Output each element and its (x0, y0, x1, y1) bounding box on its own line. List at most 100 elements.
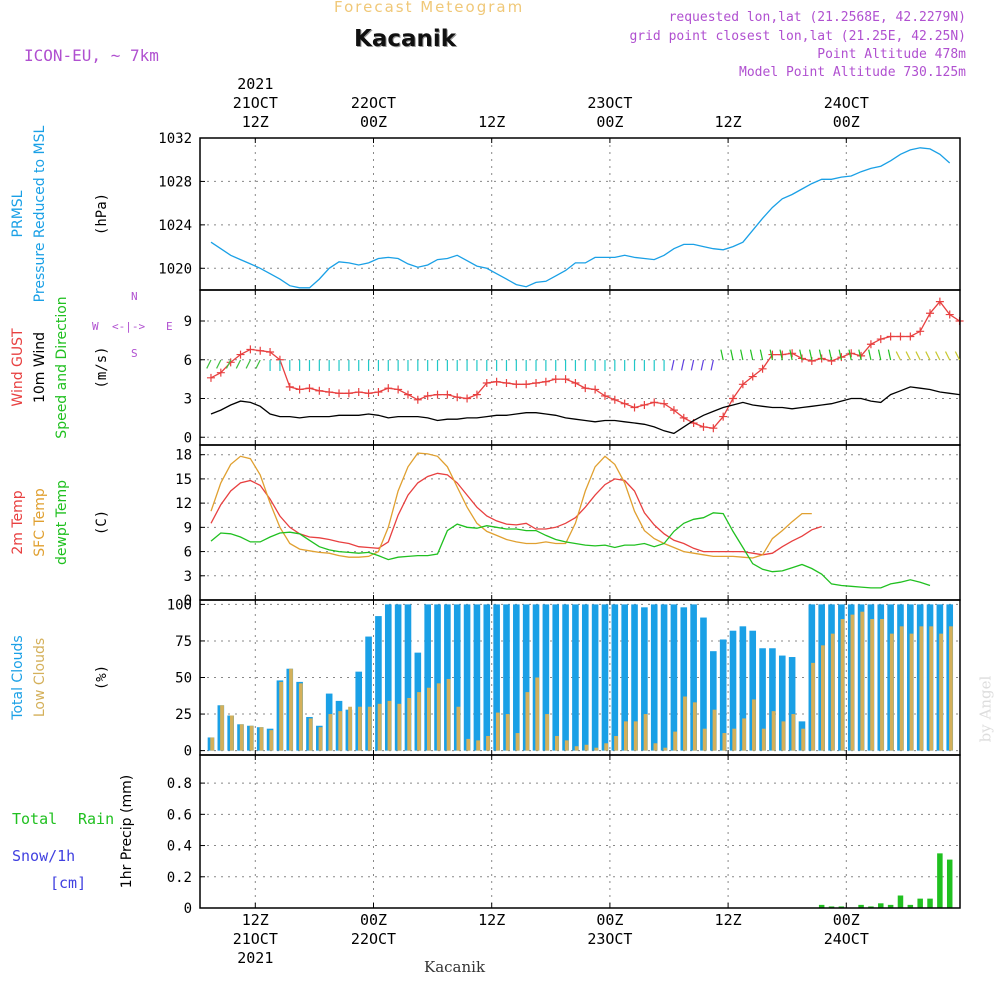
low-cloud-bar (939, 633, 943, 751)
y-tick-label: 12 (175, 496, 192, 512)
gust-marker (463, 394, 472, 403)
gust-marker (482, 379, 491, 387)
low-cloud-bar (505, 714, 510, 751)
panel-label: dewpt Temp (54, 480, 70, 565)
bottom-axis-label: 22OCT (351, 930, 396, 948)
model-altitude: Model Point Altitude 730.125m (739, 65, 966, 80)
low-cloud-bar (436, 683, 441, 751)
gust-marker (906, 332, 915, 341)
y-tick-label: 0 (184, 593, 192, 609)
total-cloud-bar (719, 639, 727, 751)
top-axis-label: 12Z (242, 113, 269, 131)
wind-dir-arrow (255, 359, 261, 369)
precip-bar (897, 895, 904, 908)
wind-dir-arrow (235, 359, 242, 369)
unit-label: (hPa) (94, 193, 110, 235)
wind-dir-arrow (808, 349, 813, 361)
low-cloud-bar (308, 718, 313, 751)
series-line-2-1 (210, 452, 812, 559)
total-cloud-bar (365, 636, 372, 751)
point-altitude: Point Altitude 478m (817, 47, 966, 62)
wind-dir-arrow (848, 349, 852, 361)
gust-marker (719, 412, 728, 421)
y-tick-label: 18 (175, 448, 192, 464)
total-cloud-bar (788, 657, 796, 751)
low-cloud-bar (880, 619, 884, 751)
low-cloud-bar (604, 743, 609, 751)
total-cloud-bar (542, 604, 550, 751)
total-cloud-bar (562, 604, 569, 751)
gust-marker (443, 390, 452, 399)
gust-marker (472, 390, 481, 399)
wind-dir-arrow (710, 359, 714, 371)
y-tick-label: 6 (184, 545, 192, 561)
grid-point-coords: grid point closest lon,lat (21.25E, 42.2… (629, 29, 966, 44)
low-cloud-bar (564, 740, 569, 751)
gust-marker (532, 379, 541, 387)
unit-label: 1hr Precip (mm) (119, 775, 135, 888)
gust-marker (926, 309, 935, 318)
gust-marker (679, 413, 688, 422)
panel-label: Wind GUST (10, 328, 26, 407)
low-cloud-bar (515, 733, 520, 751)
top-axis-label: 23OCT (587, 94, 632, 112)
low-cloud-bar (298, 683, 303, 751)
precip-bar (838, 906, 845, 908)
gust-marker (206, 373, 215, 382)
precip-bar (937, 853, 943, 908)
wind-dir-arrow (245, 359, 251, 369)
low-cloud-bar (397, 703, 402, 751)
gust-marker (886, 332, 895, 341)
y-tick-label: 0.6 (167, 807, 192, 823)
low-cloud-bar (259, 727, 264, 751)
wind-dir-arrow (935, 351, 941, 361)
gust-marker (640, 400, 649, 409)
wind-dir-arrow (818, 349, 823, 361)
wind-dir-arrow (779, 349, 783, 361)
precip-bar (927, 898, 933, 908)
low-cloud-bar (387, 700, 392, 751)
gust-marker (610, 395, 619, 404)
wind-dir-arrow (216, 359, 222, 369)
total-cloud-bar (690, 604, 697, 751)
gust-marker (266, 348, 275, 356)
total-cloud-bar (503, 604, 510, 751)
low-cloud-bar (692, 702, 697, 751)
low-cloud-bar (584, 744, 589, 751)
total-cloud-bar (493, 604, 500, 751)
low-cloud-bar (328, 714, 333, 751)
low-cloud-bar (249, 725, 254, 751)
low-cloud-bar (426, 687, 431, 751)
gust-marker (600, 391, 609, 400)
low-cloud-bar (752, 699, 756, 751)
precip-bar (946, 859, 953, 908)
series-line-2-0 (210, 472, 822, 556)
gust-marker (748, 372, 757, 381)
total-cloud-bar (513, 604, 520, 751)
gust-marker (325, 388, 334, 397)
low-cloud-bar (377, 703, 382, 751)
total-cloud-bar (591, 604, 599, 751)
wind-dir-arrow (740, 349, 744, 361)
gust-marker (246, 345, 255, 354)
low-cloud-bar (771, 711, 776, 751)
total-cloud-bar (621, 604, 628, 751)
wind-dir-arrow (759, 349, 764, 361)
top-axis-label: 24OCT (824, 94, 869, 112)
gust-marker (591, 385, 600, 394)
wind-dir-arrow (720, 349, 724, 361)
gust-marker (847, 349, 856, 358)
gust-marker (620, 399, 629, 408)
low-cloud-bar (889, 633, 894, 751)
bottom-axis-label: 2021 (237, 949, 273, 967)
gust-marker (384, 384, 393, 393)
total-cloud-bar (739, 626, 747, 751)
panel-label: Pressure Reduced to MSL (32, 125, 48, 302)
bottom-axis-label: 24OCT (824, 930, 869, 948)
low-cloud-bar (574, 746, 579, 751)
gust-marker (709, 424, 718, 433)
y-tick-label: 9 (184, 520, 192, 536)
wind-dir-arrow (954, 351, 961, 361)
y-tick-label: 50 (175, 671, 192, 687)
